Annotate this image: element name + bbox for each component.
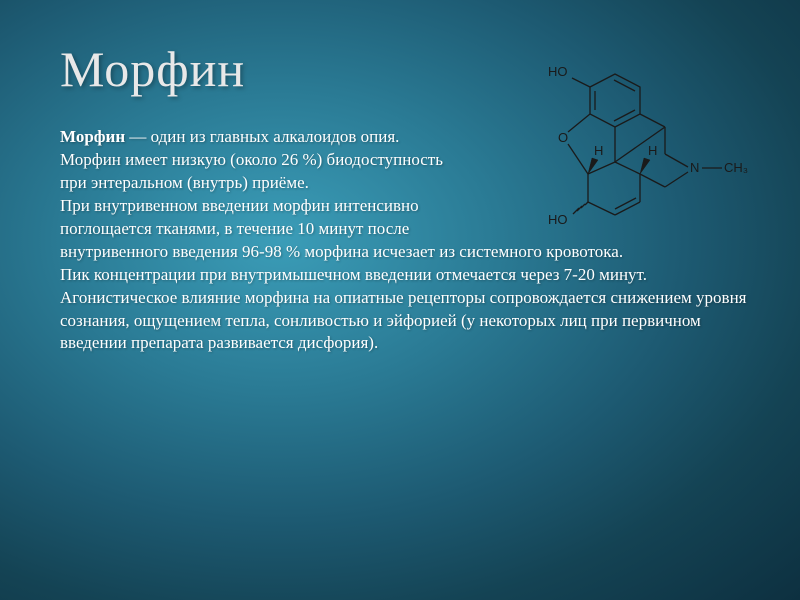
paragraph: Морфин имеет низкую (около 26 %) биодост… xyxy=(60,149,470,195)
text-span: — один из главных алкалоидов опия. xyxy=(125,127,399,146)
label-ch3: CH₃ xyxy=(724,160,748,175)
label-h-mid: H xyxy=(594,143,603,158)
label-o: O xyxy=(558,130,568,145)
paragraph: При внутривенном введении морфин интенси… xyxy=(60,195,470,241)
chemical-structure: HO N CH₃ H O H H xyxy=(510,52,750,252)
paragraph: Пик концентрации при внутримышечном введ… xyxy=(60,264,750,287)
bold-lead: Морфин xyxy=(60,127,125,146)
morphine-structure-icon: HO N CH₃ H O H H xyxy=(510,52,750,252)
paragraph: Морфин — один из главных алкалоидов опия… xyxy=(60,126,470,149)
paragraph: Агонистическое влияние морфина на опиатн… xyxy=(60,287,750,356)
label-ho-bottom: HO xyxy=(548,212,568,227)
label-h-right: H xyxy=(648,143,657,158)
label-ho-top: HO xyxy=(548,64,568,79)
label-n: N xyxy=(690,160,699,175)
